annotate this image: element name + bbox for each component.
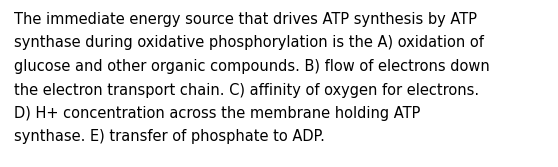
Text: D) H+ concentration across the membrane holding ATP: D) H+ concentration across the membrane … [14,106,420,121]
Text: synthase. E) transfer of phosphate to ADP.: synthase. E) transfer of phosphate to AD… [14,129,325,144]
Text: glucose and other organic compounds. B) flow of electrons down: glucose and other organic compounds. B) … [14,59,490,74]
Text: synthase during oxidative phosphorylation is the A) oxidation of: synthase during oxidative phosphorylatio… [14,36,484,50]
Text: The immediate energy source that drives ATP synthesis by ATP: The immediate energy source that drives … [14,12,477,27]
Text: the electron transport chain. C) affinity of oxygen for electrons.: the electron transport chain. C) affinit… [14,82,479,98]
